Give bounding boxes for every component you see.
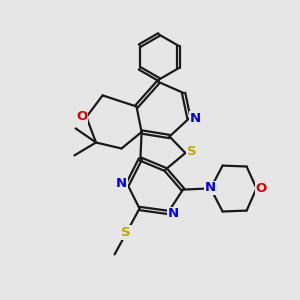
Text: N: N (204, 181, 216, 194)
Text: S: S (121, 226, 131, 239)
Text: N: N (190, 112, 201, 125)
Text: O: O (76, 110, 88, 124)
Text: N: N (116, 177, 127, 190)
Text: S: S (187, 145, 196, 158)
Text: N: N (168, 207, 179, 220)
Text: O: O (255, 182, 267, 195)
